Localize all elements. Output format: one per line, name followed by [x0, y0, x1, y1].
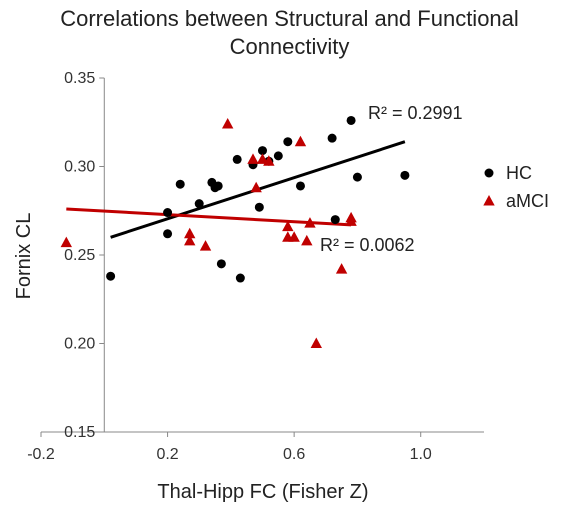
- r2-annotations: R² = 0.2991 R² = 0.0062: [320, 103, 463, 255]
- point-hc: [330, 215, 340, 225]
- point-hc: [163, 208, 173, 218]
- chart-title-line-1: Correlations between Structural and Func…: [60, 6, 519, 31]
- y-tick-label: 0.15: [64, 424, 95, 441]
- tick-labels: 0.15 0.20 0.25 0.30 0.35 -0.2 0.2 0.6 1.0: [27, 70, 432, 463]
- point-amci: [335, 263, 348, 274]
- y-tick-label: 0.25: [64, 247, 95, 264]
- point-hc: [213, 181, 223, 191]
- legend-label-hc: HC: [506, 163, 532, 183]
- point-hc: [295, 181, 305, 191]
- point-amci: [184, 234, 196, 246]
- trendline-amci: [66, 207, 352, 227]
- point-amci: [60, 236, 73, 248]
- x-tick-label: 0.2: [156, 446, 178, 463]
- point-hc: [163, 229, 173, 239]
- point-amci: [256, 153, 269, 164]
- point-amci: [294, 135, 307, 147]
- r2-label-amci: R² = 0.0062: [320, 235, 415, 255]
- y-tick-label: 0.20: [64, 336, 95, 353]
- point-hc: [258, 146, 267, 156]
- point-hc: [400, 170, 410, 180]
- data-points: [60, 115, 410, 348]
- point-hc: [232, 154, 242, 164]
- point-amci: [247, 153, 259, 164]
- legend: HC aMCI: [483, 163, 549, 211]
- legend-marker-amci: [483, 195, 495, 206]
- point-hc: [254, 202, 264, 212]
- point-amci: [184, 227, 196, 239]
- y-axis-title: Fornix CL: [13, 213, 35, 300]
- point-amci: [345, 215, 357, 226]
- r2-label-hc: R² = 0.2991: [368, 103, 463, 123]
- point-hc: [346, 115, 356, 125]
- point-hc: [327, 133, 337, 143]
- legend-marker-hc: [484, 168, 494, 178]
- x-tick-label: -0.2: [27, 446, 55, 463]
- chart-title-line-2: Connectivity: [229, 34, 350, 59]
- x-axis-title: Thal-Hipp FC (Fisher Z): [157, 481, 368, 503]
- point-amci: [301, 234, 313, 246]
- point-amci: [250, 181, 262, 193]
- point-amci: [288, 231, 300, 242]
- x-tick-label: 1.0: [410, 446, 432, 463]
- axes: [40, 77, 484, 437]
- point-amci: [199, 240, 212, 251]
- point-amci: [263, 155, 275, 166]
- point-hc: [273, 151, 283, 161]
- point-amci: [282, 220, 294, 232]
- x-tick-label: 0.6: [283, 446, 305, 463]
- point-hc: [235, 273, 245, 283]
- point-hc: [175, 179, 185, 189]
- point-amci: [221, 118, 234, 129]
- y-tick-label: 0.30: [64, 159, 95, 176]
- point-hc: [106, 271, 116, 281]
- point-hc: [283, 137, 293, 147]
- legend-label-amci: aMCI: [506, 191, 549, 211]
- y-tick-label: 0.35: [64, 70, 95, 87]
- point-amci: [304, 217, 316, 228]
- point-hc: [352, 172, 362, 182]
- point-hc: [216, 259, 226, 269]
- point-amci: [310, 337, 322, 348]
- point-hc: [194, 199, 204, 209]
